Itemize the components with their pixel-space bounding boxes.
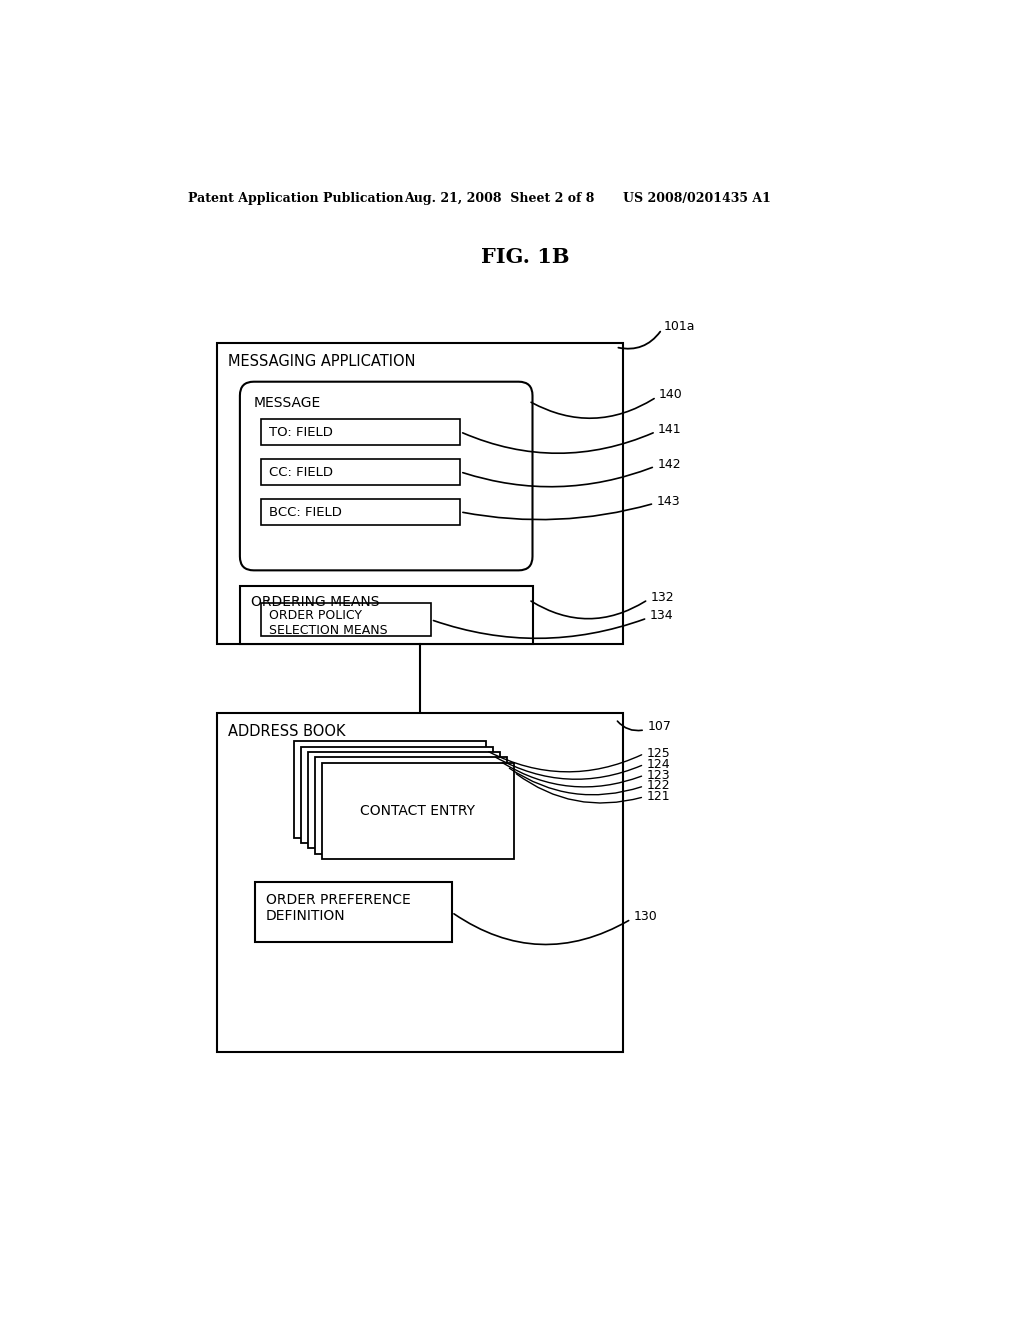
Text: Patent Application Publication: Patent Application Publication	[188, 191, 403, 205]
Text: 101a: 101a	[665, 319, 695, 333]
Text: CONTACT ENTRY: CONTACT ENTRY	[360, 804, 475, 817]
Bar	[301, 747, 494, 843]
Bar	[322, 763, 514, 859]
Text: FIG. 1B: FIG. 1B	[480, 247, 569, 267]
Text: ADDRESS BOOK: ADDRESS BOOK	[227, 723, 345, 739]
Text: US 2008/0201435 A1: US 2008/0201435 A1	[624, 191, 771, 205]
Text: 121: 121	[646, 791, 670, 804]
Text: BCC: FIELD: BCC: FIELD	[269, 506, 342, 519]
Text: 123: 123	[646, 768, 670, 781]
Text: 130: 130	[634, 911, 657, 924]
Bar	[217, 713, 624, 1052]
Bar	[294, 742, 486, 837]
Text: ORDER PREFERENCE
DEFINITION: ORDER PREFERENCE DEFINITION	[266, 892, 411, 923]
Bar	[261, 459, 460, 484]
Text: 107: 107	[647, 721, 671, 733]
Text: 142: 142	[657, 458, 681, 471]
Text: ORDER POLICY
SELECTION MEANS: ORDER POLICY SELECTION MEANS	[269, 609, 388, 636]
Text: 124: 124	[646, 758, 670, 771]
Text: 141: 141	[658, 422, 682, 436]
Bar	[255, 882, 452, 942]
Bar	[240, 586, 532, 644]
Text: 125: 125	[646, 747, 671, 760]
Text: 140: 140	[658, 388, 683, 401]
Text: 143: 143	[656, 495, 680, 508]
Bar	[307, 752, 500, 849]
Bar	[261, 499, 460, 525]
Text: 122: 122	[646, 779, 670, 792]
FancyBboxPatch shape	[240, 381, 532, 570]
Text: MESSAGING APPLICATION: MESSAGING APPLICATION	[227, 354, 415, 370]
Text: 132: 132	[650, 591, 674, 603]
Text: ORDERING MEANS: ORDERING MEANS	[251, 595, 379, 609]
Text: CC: FIELD: CC: FIELD	[269, 466, 333, 479]
Bar	[314, 758, 507, 854]
Bar	[261, 603, 431, 636]
Text: MESSAGE: MESSAGE	[254, 396, 321, 409]
Text: 134: 134	[649, 610, 673, 622]
Bar	[217, 343, 624, 644]
Text: Aug. 21, 2008  Sheet 2 of 8: Aug. 21, 2008 Sheet 2 of 8	[403, 191, 594, 205]
Text: TO: FIELD: TO: FIELD	[269, 425, 333, 438]
Bar	[261, 418, 460, 445]
